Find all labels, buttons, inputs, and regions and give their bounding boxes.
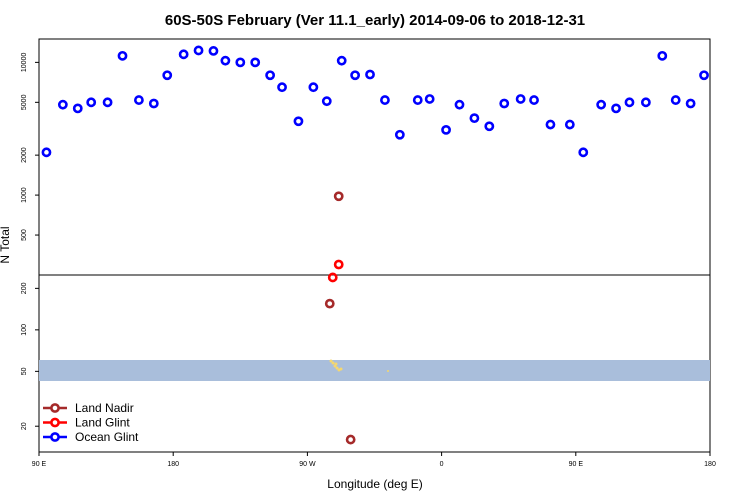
ocean-glint-point	[220, 55, 231, 66]
ocean-glint-point	[424, 94, 435, 104]
ocean-glint-point	[441, 124, 451, 135]
land-nadir-point	[333, 191, 344, 202]
x-axis-label: Longitude (deg E)	[327, 477, 422, 491]
y-tick-label: 200	[21, 282, 28, 294]
ocean-glint-point	[529, 95, 539, 105]
land-mark	[331, 361, 335, 365]
land-glint-point	[333, 259, 344, 270]
ocean-glint-point	[611, 103, 621, 114]
y-axis-upper: 500 1000 2000 5000 10000	[21, 53, 39, 241]
ocean-glint-point	[469, 113, 480, 124]
ocean-glint-point	[515, 94, 526, 104]
ocean-glint-point	[365, 69, 375, 80]
ocean-glint-point	[265, 70, 276, 81]
ocean-glint-point	[394, 129, 405, 140]
ocean-glint-point	[134, 95, 144, 105]
ocean-glint-point	[235, 57, 246, 68]
y-axis-lower: 20 50 100 200	[21, 282, 39, 430]
legend-item-ocean-glint: Ocean Glint	[43, 430, 139, 444]
ocean-glint-point	[308, 82, 319, 93]
ocean-glint-point	[578, 147, 589, 158]
ocean-glint-point	[685, 98, 696, 109]
ocean-glint-point	[545, 119, 556, 130]
legend-marker	[50, 417, 60, 428]
x-tick-label: 90 W	[299, 461, 316, 468]
legend-marker	[50, 403, 60, 413]
land-mark	[329, 359, 333, 363]
ocean-glint-point	[277, 82, 287, 93]
legend-label: Land Glint	[75, 416, 130, 430]
land-mark	[339, 367, 343, 371]
y-tick-label: 10000	[21, 53, 28, 73]
y-tick-label: 20	[21, 422, 28, 430]
y-tick-label: 100	[21, 324, 28, 336]
ocean-glint-point	[596, 99, 607, 110]
ocean-glint-point	[293, 116, 304, 127]
ocean-glint-point	[412, 95, 423, 105]
x-tick-label: 90 E	[32, 461, 47, 468]
ocean-glint-point	[250, 57, 261, 68]
ocean-glint-point	[86, 97, 97, 108]
y-tick-label: 500	[21, 229, 28, 241]
ocean-band	[39, 360, 710, 381]
y-tick-label: 5000	[21, 94, 28, 110]
ocean-glint-point	[321, 96, 332, 107]
ocean-glint-point	[350, 70, 361, 81]
data-points	[41, 45, 709, 445]
land-nadir-point	[345, 434, 356, 445]
x-tick-label: 180	[167, 461, 179, 468]
x-axis: 90 E 180 90 W 0 90 E 180	[32, 452, 716, 468]
ocean-glint-point	[564, 119, 575, 130]
legend-label: Ocean Glint	[75, 430, 139, 444]
x-tick-label: 0	[440, 461, 444, 468]
ocean-glint-point	[57, 99, 68, 110]
ocean-glint-point	[380, 95, 390, 105]
y-tick-label: 2000	[21, 147, 28, 163]
ocean-glint-point	[484, 121, 495, 132]
land-glint-point	[327, 272, 338, 283]
ocean-glint-point	[336, 55, 347, 66]
y-tick-label: 1000	[21, 187, 28, 203]
chart-title: 60S-50S February (Ver 11.1_early) 2014-0…	[165, 12, 585, 29]
x-tick-label: 180	[704, 461, 716, 468]
ocean-glint-point	[208, 46, 219, 56]
land-mark	[387, 370, 389, 372]
plot-frame	[38, 38, 711, 453]
ocean-glint-point	[499, 98, 510, 109]
ocean-glint-point	[148, 98, 159, 109]
land-mark	[335, 366, 339, 370]
ocean-glint-point	[657, 50, 668, 61]
ocean-glint-point	[454, 99, 465, 110]
ocean-glint-point	[162, 70, 173, 81]
ocean-glint-point	[670, 95, 681, 105]
legend-item-land-glint: Land Glint	[43, 416, 130, 430]
legend-item-land-nadir: Land Nadir	[43, 401, 134, 415]
ocean-glint-point	[640, 97, 651, 108]
ocean-glint-point	[699, 70, 709, 81]
ocean-glint-point	[41, 147, 52, 158]
land-nadir-point	[324, 298, 335, 309]
y-axis-label: N Total	[0, 226, 12, 263]
x-tick-label: 90 E	[569, 461, 584, 468]
legend-label: Land Nadir	[75, 401, 134, 415]
land-mark	[334, 362, 338, 366]
y-tick-label: 50	[21, 367, 28, 375]
ocean-glint-point	[178, 49, 189, 60]
legend-marker	[50, 432, 60, 442]
ocean-glint-point	[72, 103, 83, 114]
ocean-glint-point	[624, 97, 635, 108]
ocean-glint-point	[102, 97, 113, 108]
map-band	[39, 359, 710, 381]
ocean-glint-point	[117, 50, 128, 61]
ocean-glint-point	[193, 45, 204, 56]
